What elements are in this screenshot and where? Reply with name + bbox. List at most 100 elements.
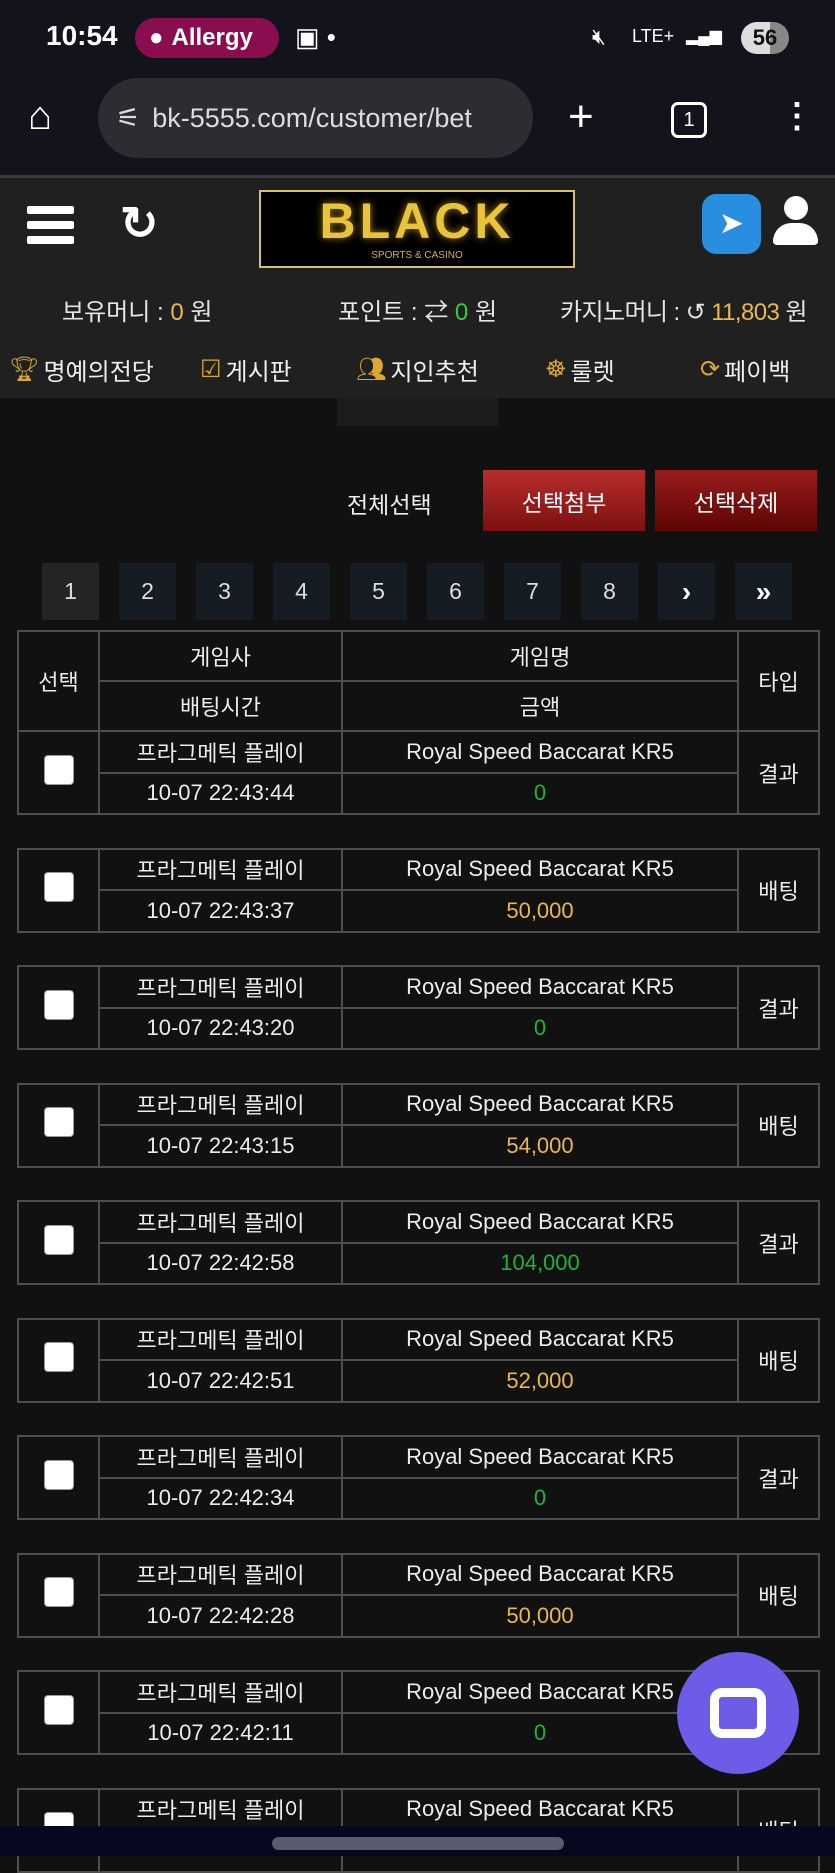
- row-checkbox[interactable]: [43, 1342, 74, 1372]
- type: 결과: [737, 1200, 820, 1285]
- row-checkbox[interactable]: [43, 1459, 74, 1490]
- nav-referral[interactable]: 👥︎ 지인추천: [356, 356, 479, 386]
- type: 결과: [737, 965, 820, 1050]
- refresh-icon[interactable]: ↺: [685, 299, 706, 326]
- amount: 0: [341, 1476, 739, 1520]
- table-row: 프라그메틱 플레이 Royal Speed Baccarat KR5 배팅 10-07…: [17, 1082, 820, 1168]
- game-name: Royal Speed Baccarat KR5: [341, 1435, 739, 1479]
- row-checkbox[interactable]: [43, 754, 74, 785]
- mute-icon: 🔇︎: [592, 24, 606, 49]
- hamburger-menu-icon[interactable]: [27, 206, 74, 246]
- row-checkbox[interactable]: [43, 1577, 74, 1607]
- amount: 0: [341, 771, 739, 815]
- page-button[interactable]: 8: [581, 563, 638, 620]
- telegram-icon[interactable]: ➤: [702, 194, 761, 254]
- bet-time: 10-07 22:42:11: [98, 1711, 343, 1755]
- nav-hall-of-fame[interactable]: 🏆︎ 명예의전당: [9, 356, 154, 386]
- type: 배팅: [737, 1317, 820, 1403]
- row-checkbox[interactable]: [43, 989, 74, 1020]
- live-chat-button[interactable]: [677, 1652, 799, 1774]
- game-name: Royal Speed Baccarat KR5: [341, 1787, 739, 1831]
- nav-board[interactable]: ☑ 게시판: [200, 356, 292, 386]
- row-select-cell: [17, 730, 100, 815]
- amount: 104,000: [341, 1241, 739, 1285]
- bet-time: 10-07 22:43:37: [98, 889, 343, 933]
- bet-time: 10-07 22:42:51: [98, 1359, 343, 1403]
- table-header: 선택 게임사 게임명 타입 배팅시간 금액: [17, 630, 820, 732]
- people-icon: 👥︎: [356, 356, 387, 383]
- attach-selected-button[interactable]: 선택첨부: [483, 470, 645, 531]
- provider: 프라그메틱 플레이: [98, 1787, 343, 1831]
- provider: 프라그메틱 플레이: [98, 1082, 343, 1126]
- row-select-cell: [17, 1200, 100, 1285]
- reload-icon[interactable]: ↻: [120, 197, 159, 249]
- bet-time: 10-07 22:42:28: [98, 1594, 343, 1638]
- address-bar[interactable]: ⚟ bk-5555.com/customer/bet: [98, 78, 533, 158]
- casino-balance: 카지노머니 : ↺ 11,803 원: [560, 299, 807, 326]
- row-select-cell: [17, 965, 100, 1050]
- site-logo[interactable]: BLACK SPORTS & CASINO: [259, 190, 575, 268]
- nav-payback[interactable]: ⟳ 페이백: [700, 356, 791, 386]
- game-name: Royal Speed Baccarat KR5: [341, 1200, 739, 1244]
- row-select-cell: [17, 1082, 100, 1168]
- page-button[interactable]: 4: [273, 563, 330, 620]
- header-amount: 금액: [341, 680, 739, 732]
- notification-pill[interactable]: ● Allergy: [135, 18, 279, 58]
- battery-indicator: 56: [741, 22, 789, 54]
- bet-time: 10-07 22:43:20: [98, 1006, 343, 1050]
- row-checkbox[interactable]: [43, 1107, 74, 1137]
- row-checkbox[interactable]: [43, 872, 74, 902]
- provider: 프라그메틱 플레이: [98, 1670, 343, 1714]
- checkbox-icon: ☑: [200, 356, 222, 383]
- provider: 프라그메틱 플레이: [98, 1435, 343, 1479]
- new-tab-icon[interactable]: +: [568, 92, 594, 141]
- page-button[interactable]: 6: [427, 563, 484, 620]
- amount: 50,000: [341, 889, 739, 933]
- select-all-button[interactable]: 전체선택: [347, 492, 432, 518]
- site-settings-icon[interactable]: ⚟: [116, 102, 141, 133]
- provider: 프라그메틱 플레이: [98, 1552, 343, 1596]
- trophy-icon: 🏆︎: [9, 356, 40, 383]
- point-balance: 포인트 : ⇄ 0 원: [338, 299, 498, 326]
- tab-switcher-button[interactable]: 1: [671, 102, 707, 138]
- exchange-icon: ⇄: [424, 299, 449, 326]
- delete-selected-button[interactable]: 선택삭제: [655, 470, 817, 531]
- type: 배팅: [737, 847, 820, 933]
- page-button[interactable]: 5: [350, 563, 407, 620]
- nav-roulette[interactable]: ☸ 룰렛: [545, 356, 615, 386]
- refresh-icon: ⟳: [700, 356, 721, 383]
- screenshot-icon: ▣ •: [295, 22, 336, 52]
- provider: 프라그메틱 플레이: [98, 730, 343, 774]
- next-page-button[interactable]: ›: [658, 563, 715, 620]
- home-icon[interactable]: ⌂: [28, 94, 53, 138]
- type: 결과: [737, 1435, 820, 1520]
- game-name: Royal Speed Baccarat KR5: [341, 847, 739, 891]
- user-profile-icon[interactable]: [773, 196, 818, 248]
- header-time: 배팅시간: [98, 680, 343, 732]
- home-gesture-handle[interactable]: [272, 1837, 564, 1850]
- amount: 50,000: [341, 1594, 739, 1638]
- page-button[interactable]: 1: [42, 563, 99, 620]
- last-page-button[interactable]: »: [735, 563, 792, 620]
- page-button[interactable]: 2: [119, 563, 176, 620]
- status-bar: 10:54 ● Allergy ▣ • 🔇︎ LTE+ ▂▄▆ 56: [0, 0, 835, 80]
- header-provider: 게임사: [98, 630, 343, 682]
- amount: 54,000: [341, 1124, 739, 1168]
- page-button[interactable]: 7: [504, 563, 561, 620]
- menu-icon[interactable]: ⋮: [780, 97, 814, 135]
- provider: 프라그메틱 플레이: [98, 847, 343, 891]
- bet-time: 10-07 22:43:44: [98, 771, 343, 815]
- type: 결과: [737, 730, 820, 815]
- table-row: 프라그메틱 플레이 Royal Speed Baccarat KR5 배팅 10-07…: [17, 847, 820, 933]
- page-button[interactable]: 3: [196, 563, 253, 620]
- row-checkbox[interactable]: [43, 1694, 74, 1725]
- row-checkbox[interactable]: [43, 1224, 74, 1255]
- roulette-icon: ☸: [545, 356, 567, 383]
- row-select-cell: [17, 1435, 100, 1520]
- game-name: Royal Speed Baccarat KR5: [341, 965, 739, 1009]
- row-select-cell: [17, 1552, 100, 1638]
- row-select-cell: [17, 1317, 100, 1403]
